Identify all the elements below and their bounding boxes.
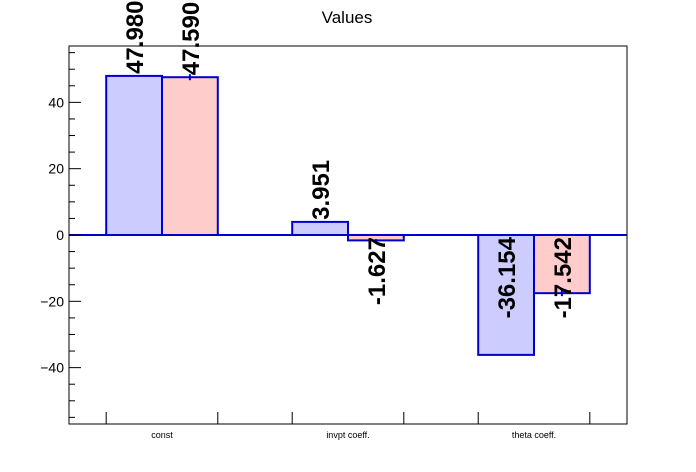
value-label-s1-1: 47.980 [122, 1, 149, 74]
y-tick-label-5: 40 [48, 94, 64, 110]
x-category-label-1: const [151, 430, 173, 440]
x-category-label-2: invpt coeff. [326, 430, 369, 440]
bar-s2-3 [533, 234, 591, 295]
bar-s2-1 [161, 76, 219, 236]
chart-title: Values [322, 8, 373, 27]
y-tick-label-3: 0 [56, 227, 64, 243]
value-label-s2-3: -17.542 [550, 237, 577, 318]
x-category-label-3: theta coeff. [512, 430, 556, 440]
value-label-s2-1: 47.590 [178, 2, 205, 75]
bar-s1-1 [105, 74, 163, 237]
axes-layer: −40 −20 0 20 40 const invpt coeff. theta coeff. [40, 45, 628, 440]
value-label-s2-2: -1.627 [364, 237, 391, 305]
y-tick-label-2: −20 [40, 293, 64, 309]
y-tick-label-4: 20 [48, 161, 64, 177]
bar-s1-2 [291, 220, 350, 237]
value-label-s1-3: -36.154 [494, 236, 521, 318]
value-label-s1-2: 3.951 [308, 160, 335, 220]
value-labels-layer: 47.980 3.951 -36.154 47.590 -1.627 -17.542 [122, 1, 577, 319]
y-tick-label-1: −40 [40, 360, 64, 376]
